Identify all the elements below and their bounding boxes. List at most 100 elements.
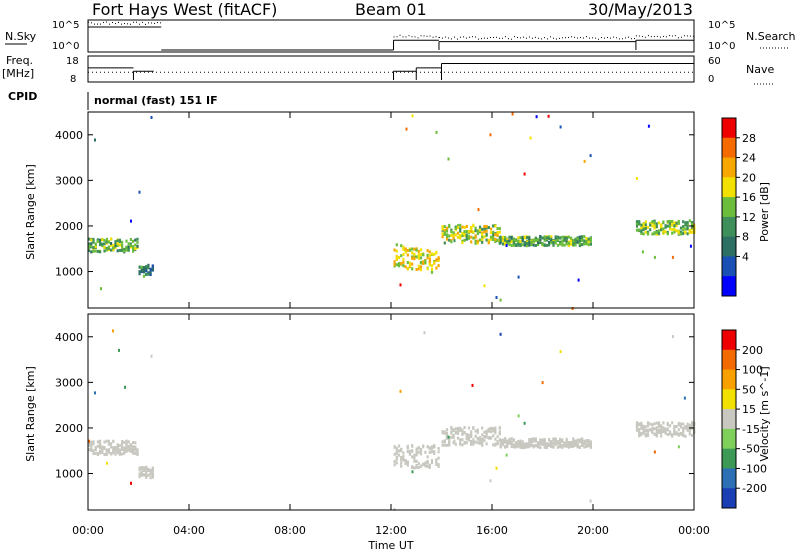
velocity-ylabel: Slant Range [km] bbox=[24, 366, 37, 462]
nsearch-dot bbox=[582, 37, 584, 39]
power-cell bbox=[481, 235, 484, 239]
power-cell bbox=[635, 177, 638, 180]
power-cell bbox=[660, 224, 663, 228]
power-cell bbox=[107, 240, 110, 244]
velocity-cell bbox=[110, 452, 113, 456]
velocity-cell bbox=[105, 452, 108, 456]
power-cell bbox=[521, 243, 524, 247]
velocity-cell bbox=[145, 475, 148, 479]
velocity-cell bbox=[470, 435, 473, 439]
power-cell bbox=[422, 253, 425, 257]
velocity-cell bbox=[423, 331, 426, 335]
power-cell bbox=[640, 223, 643, 227]
velocity-colorbar-swatch bbox=[722, 448, 736, 469]
velocity-cell bbox=[498, 426, 501, 430]
power-cell bbox=[402, 253, 405, 256]
power-cell bbox=[671, 255, 674, 259]
velocity-cell bbox=[134, 452, 137, 455]
power-cell bbox=[90, 238, 93, 242]
power-cell bbox=[433, 252, 436, 256]
velocity-cell bbox=[671, 421, 674, 425]
nsky-trace bbox=[87, 21, 694, 51]
velocity-cell bbox=[413, 456, 416, 460]
power-cell bbox=[548, 243, 551, 247]
velocity-cell bbox=[132, 446, 135, 449]
beam-title: Beam 01 bbox=[355, 0, 427, 19]
nsearch-dot bbox=[450, 38, 452, 40]
power-cell bbox=[406, 253, 409, 257]
nsearch-dot bbox=[638, 35, 640, 37]
velocity-cell bbox=[106, 461, 108, 465]
power-cell bbox=[123, 247, 126, 251]
power-cell bbox=[574, 240, 577, 244]
velocity-cell bbox=[682, 426, 685, 430]
nsearch-dot bbox=[399, 34, 401, 36]
power-cell bbox=[118, 248, 121, 252]
power-cell bbox=[138, 265, 141, 269]
power-cell bbox=[682, 232, 685, 236]
velocity-cell bbox=[489, 430, 493, 434]
velocity-cell bbox=[481, 443, 484, 447]
power-cell bbox=[487, 238, 490, 242]
power-cell bbox=[413, 247, 416, 251]
velocity-cell bbox=[406, 463, 409, 467]
power-cell bbox=[441, 232, 444, 236]
power-cell bbox=[461, 234, 464, 238]
velocity-cell bbox=[565, 439, 568, 443]
power-cell bbox=[651, 224, 654, 228]
velocity-cell bbox=[541, 438, 544, 442]
power-cell bbox=[532, 243, 535, 247]
velocity-cell bbox=[646, 434, 650, 437]
power-cell bbox=[664, 225, 667, 229]
power-cell bbox=[443, 231, 446, 235]
nsearch-dot bbox=[91, 22, 92, 24]
power-cell bbox=[572, 242, 575, 246]
velocity-cell bbox=[657, 421, 661, 425]
velocity-cell bbox=[476, 428, 479, 432]
power-cell bbox=[578, 242, 581, 246]
power-cell bbox=[112, 246, 115, 250]
nsearch-dot bbox=[671, 35, 673, 37]
velocity-cell bbox=[125, 439, 128, 443]
power-cell bbox=[512, 238, 515, 242]
velocity-cell bbox=[145, 465, 148, 469]
power-cell bbox=[132, 249, 135, 253]
cpid-label: CPID bbox=[8, 90, 37, 103]
velocity-cell bbox=[443, 443, 446, 447]
power-cell bbox=[470, 227, 473, 231]
velocity-cell bbox=[96, 444, 99, 448]
power-cell bbox=[474, 229, 477, 233]
velocity-cell bbox=[646, 430, 650, 434]
velocity-cell bbox=[543, 439, 546, 443]
velocity-cell bbox=[112, 447, 115, 451]
power-cell bbox=[487, 226, 490, 229]
power-cell bbox=[539, 235, 542, 239]
velocity-cell bbox=[684, 434, 687, 438]
velocity-cell bbox=[638, 422, 641, 426]
velocity-cell bbox=[651, 427, 654, 431]
power-cell bbox=[541, 236, 544, 240]
power-cell bbox=[145, 273, 148, 276]
power-cell bbox=[492, 238, 495, 242]
power-cell bbox=[561, 239, 564, 243]
velocity-cell bbox=[565, 442, 568, 446]
velocity-cell bbox=[393, 463, 396, 467]
velocity-cell bbox=[519, 439, 522, 443]
velocity-cell bbox=[483, 439, 486, 443]
power-cell bbox=[99, 238, 102, 242]
velocity-cell bbox=[118, 348, 120, 352]
power-cell bbox=[548, 237, 551, 241]
power-cell bbox=[476, 241, 479, 245]
velocity-cell bbox=[114, 445, 117, 449]
power-cell bbox=[684, 221, 687, 225]
velocity-cell bbox=[501, 441, 504, 445]
power-cell bbox=[577, 278, 580, 282]
power-cell bbox=[583, 159, 586, 163]
velocity-cell bbox=[406, 446, 409, 450]
nsearch-dot bbox=[561, 37, 563, 39]
power-cell bbox=[405, 127, 408, 131]
power-cell bbox=[94, 245, 97, 249]
power-cell bbox=[677, 219, 680, 223]
power-cell bbox=[642, 224, 645, 228]
